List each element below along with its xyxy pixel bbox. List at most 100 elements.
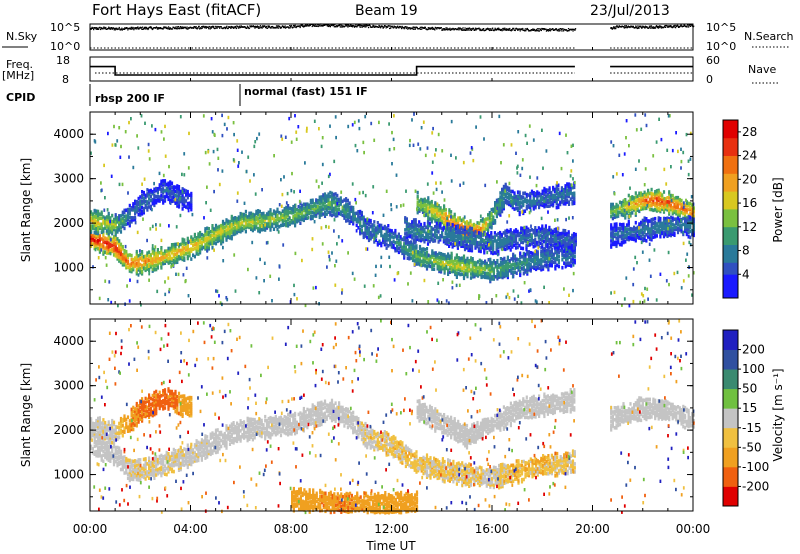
range-cell	[114, 244, 117, 248]
freq-right-tick-bottom: 0	[706, 73, 713, 86]
nsky-point	[568, 30, 570, 32]
nsky-point	[623, 26, 625, 28]
nsky-point	[615, 26, 617, 28]
nsky-point	[406, 26, 408, 28]
nsky-point	[346, 24, 349, 26]
nsky-point	[519, 30, 521, 32]
range-cell	[185, 242, 188, 246]
nsky-point	[489, 28, 491, 30]
nsky-point	[427, 27, 429, 29]
range-cell	[132, 259, 135, 264]
range-cell	[148, 258, 151, 262]
nsky-point	[133, 29, 135, 31]
nsky-point	[627, 25, 629, 27]
range-cell	[557, 187, 560, 192]
range-cell	[174, 258, 177, 263]
nsky-point	[319, 23, 321, 25]
nsky-point	[428, 28, 430, 30]
nsky-point	[533, 28, 535, 31]
range-cell	[137, 258, 140, 262]
nsky-point	[98, 28, 100, 30]
range-cell	[116, 249, 119, 253]
range-cell	[130, 267, 133, 272]
nsky-point	[461, 28, 463, 30]
range-cell	[121, 263, 124, 267]
range-cell	[121, 257, 124, 261]
range-cell	[148, 268, 151, 272]
nsky-point	[151, 28, 153, 30]
nsky-point	[685, 26, 687, 28]
range-cell	[162, 261, 165, 266]
range-cell	[190, 257, 193, 261]
nsky-point	[275, 25, 278, 27]
nsky-point	[640, 25, 642, 27]
nsky-point	[450, 29, 452, 31]
nsky-point	[432, 28, 434, 30]
nsky-point	[615, 27, 617, 30]
nsky-point	[403, 28, 405, 30]
nsky-point	[632, 25, 634, 27]
range-cell	[141, 264, 144, 268]
nsky-point	[409, 27, 411, 29]
range-cell	[158, 251, 161, 255]
range-cell	[176, 254, 179, 258]
range-cell	[98, 242, 101, 246]
range-cell	[112, 253, 116, 257]
range-cell	[111, 239, 114, 244]
range-cell	[156, 266, 159, 270]
nsky-point	[612, 27, 614, 29]
nsky-point	[121, 27, 123, 29]
range-cell	[199, 240, 202, 245]
range-cell	[518, 210, 521, 215]
range-cell	[186, 189, 189, 194]
range-cell	[211, 238, 214, 242]
nsky-point	[653, 27, 655, 29]
nsky-point	[470, 29, 473, 31]
range-cell	[107, 211, 110, 216]
range-cell	[567, 200, 571, 204]
nsky-point	[542, 28, 545, 30]
nsky-point	[239, 25, 241, 27]
nsky-point	[102, 28, 104, 30]
nsky-point	[475, 29, 477, 31]
range-cell	[211, 242, 214, 246]
range-cell	[405, 217, 408, 221]
nsky-point	[540, 29, 542, 32]
range-cell	[156, 262, 159, 266]
nsky-point	[547, 30, 550, 32]
range-cell	[156, 252, 159, 256]
range-cell	[91, 242, 94, 246]
noise-left-tick-top: 10^5	[50, 21, 80, 34]
range-cell	[112, 237, 116, 241]
range-cell	[214, 241, 218, 246]
range-cell	[199, 250, 202, 255]
nsky-point	[341, 24, 343, 27]
nsky-point	[610, 27, 612, 29]
range-cell	[430, 199, 433, 204]
range-cell	[204, 231, 207, 235]
nsky-point	[250, 26, 252, 28]
range-cell	[202, 235, 205, 240]
nsky-point	[557, 28, 560, 31]
nsky-point	[489, 29, 491, 32]
nsky-point	[344, 25, 346, 27]
range-cell	[190, 241, 193, 245]
range-cell	[91, 234, 94, 238]
nsky-point	[616, 25, 618, 27]
range-cell	[105, 241, 108, 245]
nsky-point	[412, 27, 414, 29]
range-cell	[188, 253, 191, 258]
nsky-point	[470, 28, 472, 30]
nsky-point	[136, 28, 138, 30]
nsky-point	[494, 29, 496, 31]
range-cell	[119, 230, 123, 234]
nsky-point	[253, 26, 256, 28]
range-cell	[151, 247, 154, 251]
nsky-point	[567, 28, 570, 30]
nsky-point	[448, 28, 451, 30]
range-cell	[144, 262, 147, 267]
nsky-point	[344, 23, 347, 26]
nsky-point	[169, 27, 172, 29]
nsky-point	[341, 26, 344, 28]
nsky-point	[193, 27, 195, 29]
